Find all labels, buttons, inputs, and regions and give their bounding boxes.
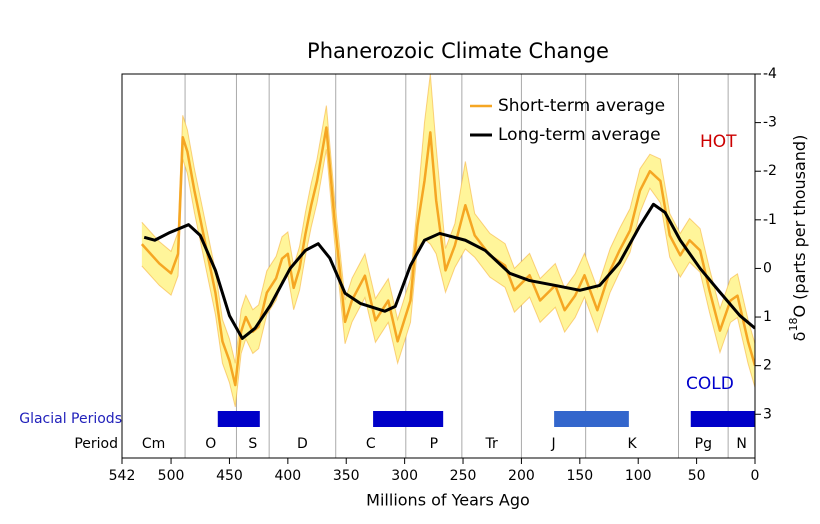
chart-title: Phanerozoic Climate Change (307, 39, 609, 63)
y-tick-label: -3 (763, 115, 777, 131)
y-tick-label: -2 (763, 163, 777, 179)
y-tick-label: 1 (763, 309, 772, 325)
plot-frame (121, 73, 756, 459)
legend-label: Long-term average (498, 125, 661, 145)
x-axis-label: Millions of Years Ago (366, 491, 530, 510)
x-tick-label: 300 (391, 468, 418, 484)
hot-label: HOT (700, 132, 737, 152)
period-label: S (248, 436, 257, 452)
y-tick-label: -4 (763, 66, 777, 82)
x-tick-label: 200 (508, 468, 535, 484)
legend-label: Short-term average (498, 96, 665, 116)
y-tick-label: -1 (763, 212, 777, 228)
x-tick-label: 150 (566, 468, 593, 484)
glacial-bar (690, 411, 755, 427)
glacial-bar (554, 411, 629, 427)
x-tick-label: 500 (158, 468, 185, 484)
period-label: D (297, 436, 308, 452)
y-tick-label: 2 (763, 358, 772, 374)
x-tick-label: 0 (751, 468, 760, 484)
period-row-label: Period (74, 436, 118, 452)
x-tick-label: 250 (450, 468, 477, 484)
period-label: N (736, 436, 746, 452)
plot-area (140, 74, 755, 408)
period-label: Cm (142, 436, 165, 452)
period-label: C (366, 436, 376, 452)
series-line (140, 126, 755, 387)
x-tick-label: 100 (625, 468, 652, 484)
period-label: J (550, 436, 555, 452)
period-label: Tr (485, 436, 498, 452)
glacial-bar (373, 411, 444, 427)
x-tick-label: 450 (216, 468, 243, 484)
x-tick-label: 350 (333, 468, 360, 484)
x-tick-label: 50 (688, 468, 706, 484)
period-label: O (205, 436, 216, 452)
glacial-row-label: Glacial Periods (19, 411, 122, 427)
x-tick-label: 542 (109, 468, 136, 484)
y-tick-label: 0 (763, 260, 772, 276)
period-label: P (430, 436, 438, 452)
y-axis-label: δ18O (parts per thousand) (787, 135, 809, 342)
series-line (143, 202, 755, 340)
cold-label: COLD (686, 374, 734, 394)
y-label-rest: O (parts per thousand) (790, 135, 809, 318)
glacial-bar (217, 411, 260, 427)
y-label-base: δ (790, 332, 809, 342)
y-label-sup: 18 (787, 318, 800, 332)
period-label: K (627, 436, 637, 452)
period-label: Pg (695, 436, 712, 452)
x-tick-label: 400 (274, 468, 301, 484)
y-tick-label: 3 (763, 406, 772, 422)
band-edge (141, 149, 755, 408)
band-edge (141, 74, 755, 364)
